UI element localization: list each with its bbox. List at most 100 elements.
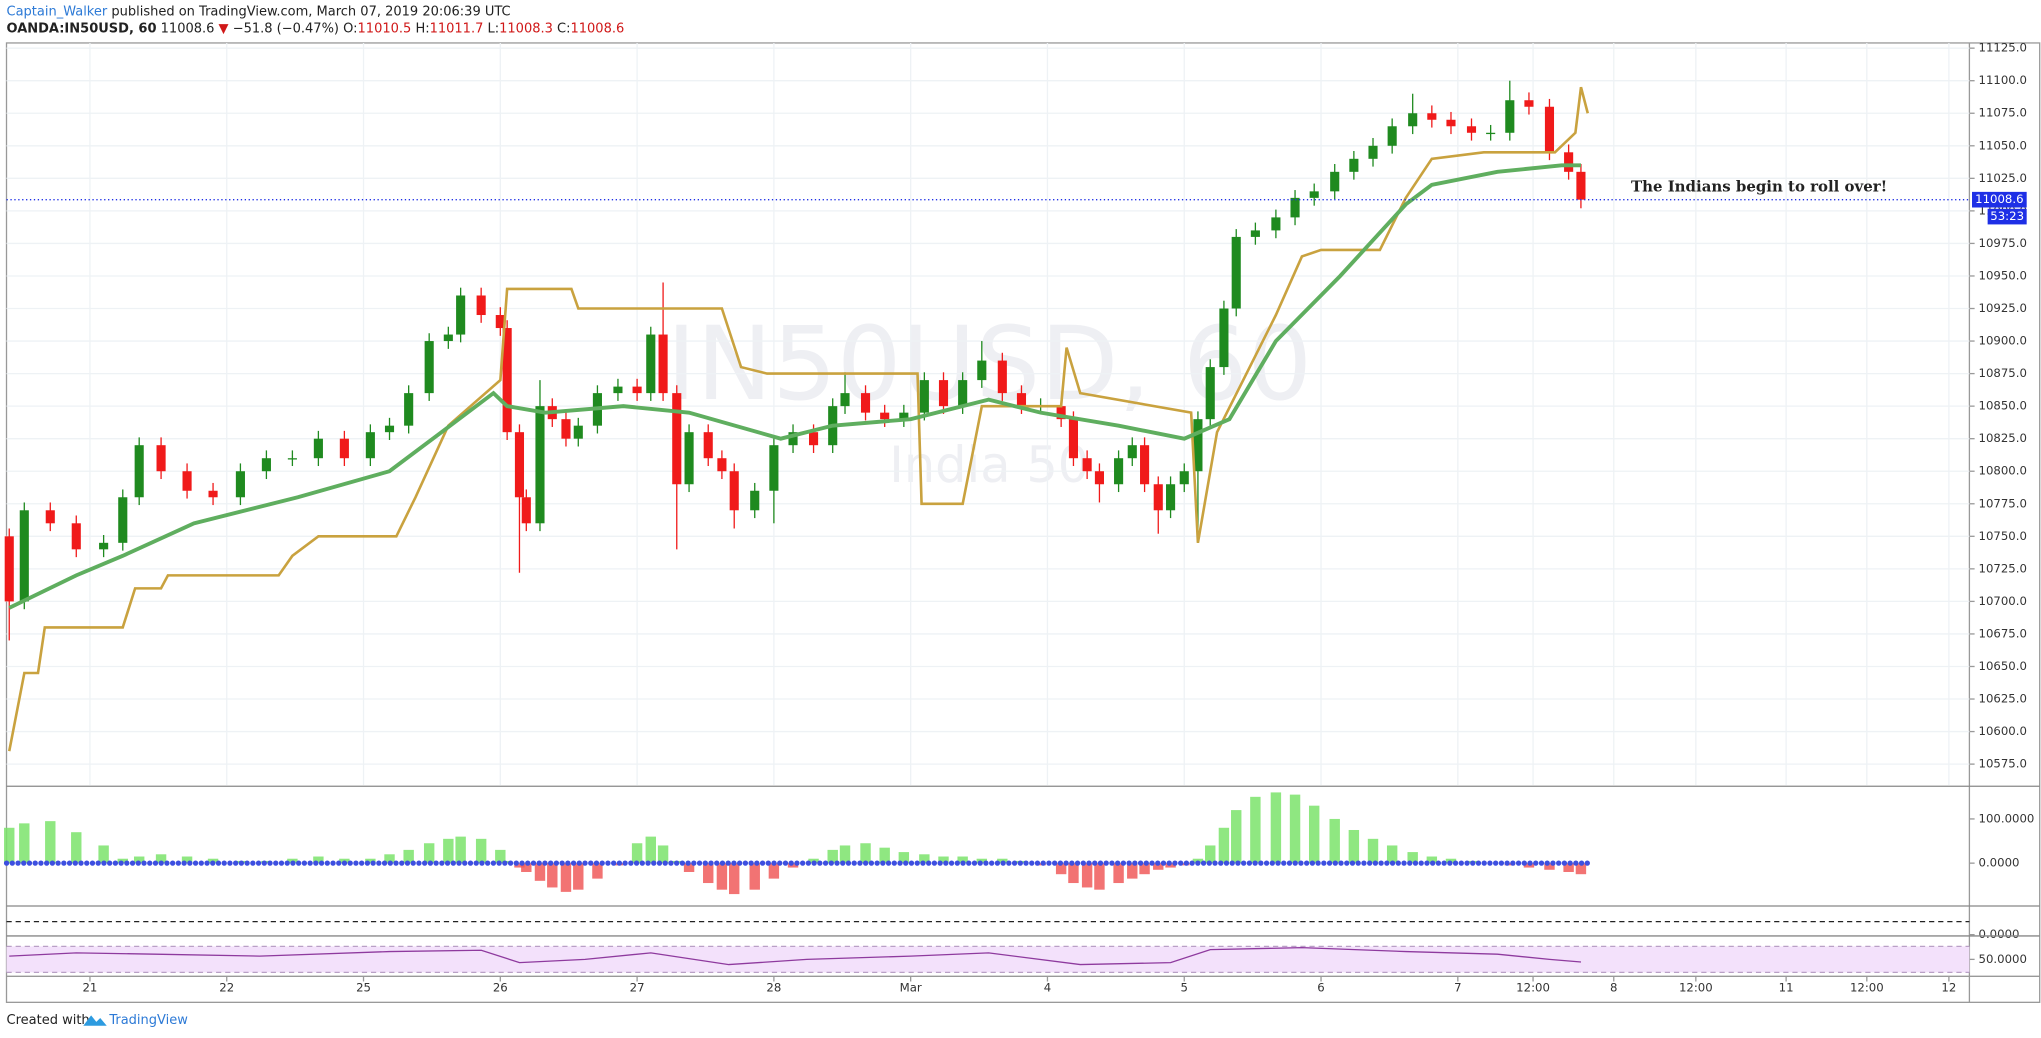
histogram-bar xyxy=(1289,794,1301,864)
author[interactable]: Captain_Walker xyxy=(7,4,108,19)
candle-body xyxy=(1140,445,1150,485)
y-tick-label: 10975.0 xyxy=(1979,236,2027,250)
y-tick-label: 11125.0 xyxy=(1979,41,2027,55)
x-tick-label: 22 xyxy=(219,981,234,995)
candle-body xyxy=(997,360,1007,394)
y-tick-label: 10675.0 xyxy=(1979,626,2027,640)
histogram-bar xyxy=(403,849,414,864)
y-tick-label: 10950.0 xyxy=(1979,268,2027,282)
histogram-bar xyxy=(155,854,167,864)
y-tick-label: 10925.0 xyxy=(1979,301,2027,315)
footer-created: Created with xyxy=(7,1013,90,1028)
candle-body xyxy=(860,393,871,413)
x-tick-label: 6 xyxy=(1317,981,1324,995)
candle-body xyxy=(261,458,271,472)
candle-body xyxy=(1153,484,1163,511)
y-tick-label: 10900.0 xyxy=(1979,334,2027,348)
histogram-bar xyxy=(1081,863,1093,888)
close: 11008.6 xyxy=(571,21,625,36)
candle-body xyxy=(443,334,453,342)
last: 11008.6 xyxy=(161,21,215,36)
footer-brand[interactable]: TradingView xyxy=(108,1013,188,1028)
y-tick-label: 10575.0 xyxy=(1979,757,2027,771)
candle-body xyxy=(684,432,694,485)
candle-body xyxy=(977,360,987,381)
candle-body xyxy=(938,380,949,407)
histogram-bar xyxy=(1407,852,1418,864)
candle-body xyxy=(339,438,349,459)
histogram-bar xyxy=(749,863,760,890)
candle-body xyxy=(313,438,323,459)
candle-body xyxy=(880,412,890,420)
histogram-bar xyxy=(384,854,395,864)
histogram-bar xyxy=(1386,845,1398,864)
header-line-2: OANDA:IN50USD, 60 11008.6 ▼ −51.8 (−0.47… xyxy=(7,21,625,36)
histogram-bar xyxy=(117,858,128,864)
histogram-bar xyxy=(1231,810,1242,864)
y-tick-label: 11100.0 xyxy=(1979,73,2027,87)
candle-body xyxy=(1524,100,1534,107)
candle-body xyxy=(703,432,713,459)
y-tick-label: 10725.0 xyxy=(1979,561,2027,575)
candle-body xyxy=(1330,171,1340,192)
histogram-bar xyxy=(898,852,910,864)
candle-body xyxy=(1466,126,1477,133)
candle-body xyxy=(182,471,192,491)
histogram-bar xyxy=(1563,863,1574,872)
candle-body xyxy=(958,380,968,407)
histogram-bar xyxy=(4,827,15,864)
histogram-bar xyxy=(957,856,968,864)
histogram-bar xyxy=(423,843,435,864)
candle-body xyxy=(535,406,545,524)
histogram-bar xyxy=(1055,863,1067,875)
histogram-bar xyxy=(976,858,988,864)
x-tick-label: 5 xyxy=(1181,981,1188,995)
histogram-bar xyxy=(938,856,949,864)
candle-body xyxy=(1193,419,1203,472)
histogram-bar xyxy=(365,858,376,864)
x-tick-label: 12:00 xyxy=(1679,981,1713,995)
histogram-bar xyxy=(45,821,56,864)
candle-body xyxy=(1219,308,1229,368)
candle-body xyxy=(1290,197,1300,218)
candle-body xyxy=(134,445,144,498)
candle-body xyxy=(632,386,642,394)
histogram-bar xyxy=(703,863,714,884)
histogram-bar xyxy=(1068,863,1079,884)
histogram-bar xyxy=(495,849,506,864)
candle-body xyxy=(1179,471,1189,485)
candle-body xyxy=(1427,113,1437,120)
x-tick-label: 21 xyxy=(82,981,97,995)
candle-body xyxy=(287,458,297,460)
histogram-bar xyxy=(1270,792,1282,864)
histogram-bar xyxy=(1367,838,1379,864)
histogram-bar xyxy=(631,843,643,864)
change: −51.8 (−0.47%) xyxy=(233,21,339,36)
candle-body xyxy=(1368,145,1378,159)
x-tick-label: 12:00 xyxy=(1516,981,1550,995)
candle-body xyxy=(717,458,727,472)
candle-body xyxy=(1349,158,1359,172)
candle-body xyxy=(658,334,668,394)
histogram-bar xyxy=(521,863,532,872)
histogram-bar xyxy=(879,847,890,864)
x-tick-label: 26 xyxy=(493,981,508,995)
high-label: H: xyxy=(415,21,429,36)
histogram-bar xyxy=(534,863,546,881)
x-tick-label: 11 xyxy=(1779,981,1794,995)
candle-body xyxy=(1250,230,1260,237)
x-tick-label: 4 xyxy=(1044,981,1051,995)
candle-body xyxy=(1205,367,1215,420)
histogram-bar xyxy=(1113,863,1124,884)
candle-body xyxy=(1486,132,1496,135)
close-label: C: xyxy=(557,21,570,36)
open: 11010.5 xyxy=(358,21,412,36)
histogram-bar xyxy=(1426,856,1438,864)
histogram-bar xyxy=(181,856,193,864)
candle-body xyxy=(1564,152,1574,172)
histogram-bar xyxy=(919,854,930,864)
candle-body xyxy=(1544,106,1555,153)
y-tick-label: 10650.0 xyxy=(1979,659,2027,673)
candle-body xyxy=(235,471,245,498)
